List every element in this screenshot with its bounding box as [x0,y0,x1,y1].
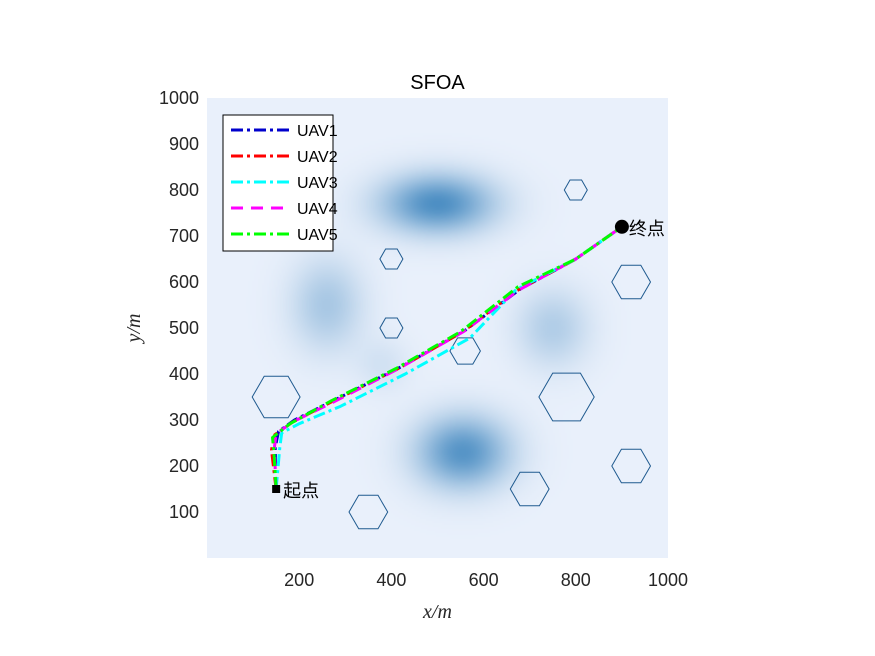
obstacle-4 [379,317,404,339]
obstacle-6 [509,471,550,507]
end-point-marker [614,219,629,234]
obstacle-9 [611,264,652,300]
legend-label-uav5: UAV5 [297,227,338,244]
obstacle-8 [563,179,588,201]
start-point-marker [272,485,281,493]
series-line-uav4 [272,225,623,490]
obstacle-7 [538,372,595,422]
end-point-label: 终点 [629,219,665,240]
obstacle-3 [379,248,404,270]
y-tick-label: 200 [169,456,199,476]
legend-label-uav2: UAV2 [297,149,338,166]
uav-paths [270,225,623,490]
y-tick-label: 500 [169,318,199,338]
x-tick-label: 800 [561,570,591,590]
start-point-label: 起点 [283,481,319,502]
obstacle-2 [348,494,389,530]
y-tick-label: 900 [169,134,199,154]
x-tick-label: 1000 [648,570,688,590]
y-tick-label: 300 [169,410,199,430]
obstacle-5 [449,337,481,365]
obstacle-1 [251,375,301,419]
series-line-uav5 [271,225,623,490]
y-tick-label: 100 [169,502,199,522]
x-tick-label: 400 [376,570,406,590]
legend-label-uav4: UAV4 [297,201,338,218]
legend: UAV1 UAV2 UAV3 UAV4 UAV5 [222,114,338,252]
y-tick-label: 400 [169,364,199,384]
x-tick-label: 600 [469,570,499,590]
route-points: 起点 终点 [272,219,665,502]
x-axis-label: x/m [422,601,452,623]
legend-label-uav1: UAV1 [297,123,338,140]
chart-title: SFOA [410,72,465,94]
axis-ticks: 200 400 600 800 1000 100 200 300 400 500 600 700 800… [159,88,688,590]
legend-label-uav3: UAV3 [297,175,338,192]
y-tick-label: 700 [169,226,199,246]
y-tick-label: 800 [169,180,199,200]
obstacle-10 [611,448,652,484]
series-line-uav3 [274,225,623,490]
x-tick-label: 200 [284,570,314,590]
y-axis-label: y/m [123,314,145,345]
y-tick-label: 600 [169,272,199,292]
y-tick-label: 1000 [159,88,199,108]
obstacles [251,179,652,530]
